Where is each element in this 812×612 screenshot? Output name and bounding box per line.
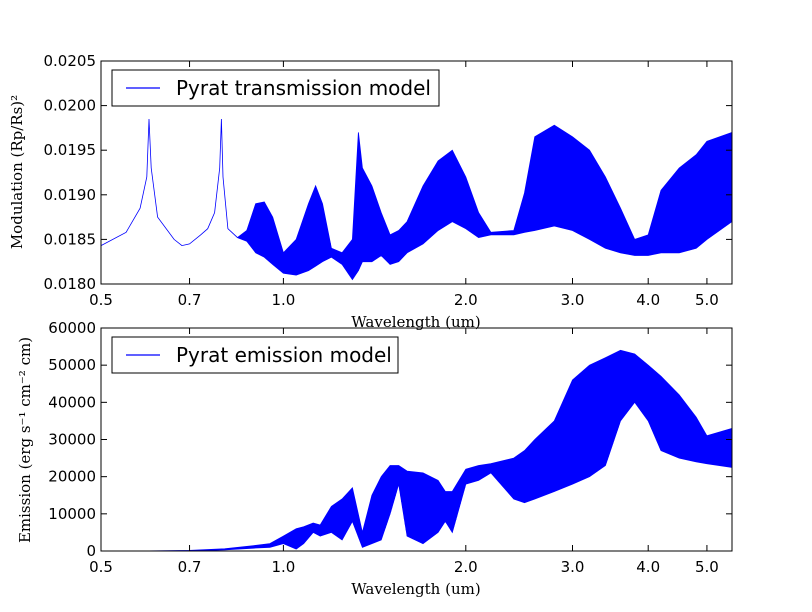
emission-y-ticks: 0 10000 20000 30000 40000 50000 60000 — [48, 319, 732, 560]
transmission-panel: 0.5 0.7 1.0 2.0 3.0 4.0 5.0 0.0180 0.0185 0.0190… — [8, 52, 733, 331]
emission-legend: Pyrat emission model — [111, 336, 399, 374]
emission-panel: 0.5 0.7 1.0 2.0 3.0 4.0 5.0 0 10000 20000 30000 40… — [16, 319, 733, 598]
y-tick-label: 10000 — [48, 505, 96, 523]
y-tick-label: 0.0190 — [44, 186, 97, 204]
emission-series — [100, 349, 733, 552]
transmission-legend-label: Pyrat transmission model — [176, 76, 431, 100]
y-tick-label: 30000 — [48, 431, 96, 449]
x-tick-label: 2.0 — [454, 558, 478, 576]
x-tick-label: 3.0 — [561, 558, 585, 576]
transmission-series — [100, 118, 733, 281]
y-tick-label: 20000 — [48, 468, 96, 486]
transmission-y-axis-label: Modulation (Rp/Rs)² — [8, 95, 26, 249]
x-tick-label: 0.7 — [178, 558, 202, 576]
x-tick-label: 0.5 — [89, 558, 113, 576]
transmission-legend-frame — [111, 69, 440, 107]
emission-legend-label: Pyrat emission model — [176, 343, 392, 367]
y-tick-label: 0.0195 — [44, 141, 97, 159]
y-tick-label: 60000 — [48, 319, 96, 337]
x-tick-label: 4.0 — [636, 558, 660, 576]
transmission-legend: Pyrat transmission model — [111, 69, 440, 107]
transmission-y-ticks: 0.0180 0.0185 0.0190 0.0195 0.0200 0.0205 — [44, 52, 732, 293]
transmission-x-axis-label: Wavelength (um) — [351, 313, 480, 331]
x-tick-label: 5.0 — [695, 291, 719, 309]
y-tick-label: 0.0180 — [44, 275, 97, 293]
emission-x-ticks: 0.5 0.7 1.0 2.0 3.0 4.0 5.0 — [89, 328, 719, 576]
x-tick-label: 3.0 — [561, 291, 585, 309]
y-tick-label: 0.0185 — [44, 230, 97, 248]
transmission-x-ticks: 0.5 0.7 1.0 2.0 3.0 4.0 5.0 — [89, 61, 719, 309]
emission-x-axis-label: Wavelength (um) — [351, 580, 480, 598]
emission-y-axis-label: Emission (erg s⁻¹ cm⁻² cm) — [16, 337, 34, 543]
x-tick-label: 5.0 — [695, 558, 719, 576]
x-tick-label: 1.0 — [271, 291, 295, 309]
y-tick-label: 50000 — [48, 356, 96, 374]
x-tick-label: 0.5 — [89, 291, 113, 309]
transmission-axes-frame — [100, 60, 733, 285]
y-tick-label: 0.0205 — [44, 52, 97, 70]
transmission-spectrum-lines — [237, 129, 733, 279]
y-tick-label: 0.0200 — [44, 97, 97, 115]
emission-spectrum-lines — [133, 354, 733, 551]
x-tick-label: 1.0 — [271, 558, 295, 576]
y-tick-label: 40000 — [48, 393, 96, 411]
x-tick-label: 0.7 — [178, 291, 202, 309]
x-tick-label: 2.0 — [454, 291, 478, 309]
y-tick-label: 0 — [86, 542, 96, 560]
x-tick-label: 4.0 — [636, 291, 660, 309]
